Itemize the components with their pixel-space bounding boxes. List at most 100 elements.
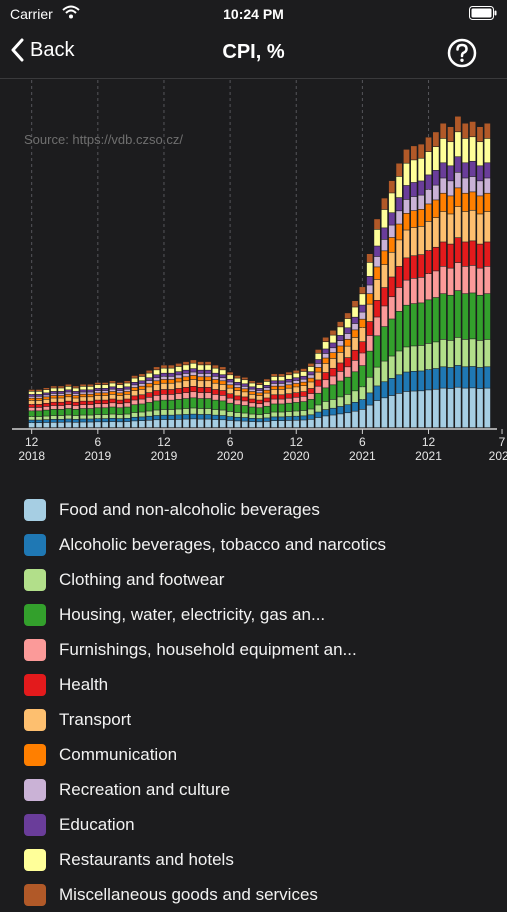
- bar-segment: [359, 409, 366, 428]
- legend-item[interactable]: Education: [24, 807, 494, 842]
- bar-segment: [300, 391, 307, 397]
- bar-segment: [469, 265, 476, 293]
- bar-segment: [219, 415, 226, 420]
- help-icon[interactable]: [447, 38, 477, 68]
- bar-stack: [330, 330, 336, 428]
- legend-item[interactable]: Clothing and footwear: [24, 562, 494, 597]
- bar-segment: [153, 410, 160, 416]
- bar-segment: [190, 419, 197, 428]
- bar-stack: [36, 389, 42, 428]
- bar-segment: [219, 384, 226, 391]
- bar-segment: [425, 189, 432, 204]
- legend-label: Transport: [59, 709, 132, 729]
- bar-segment: [65, 404, 72, 409]
- bar-segment: [433, 217, 439, 247]
- bar-segment: [183, 377, 189, 381]
- bar-segment: [308, 375, 314, 378]
- bar-segment: [484, 367, 491, 388]
- bar-segment: [300, 420, 307, 428]
- bar-segment: [477, 340, 483, 368]
- bar-segment: [58, 415, 64, 420]
- bar-segment: [197, 370, 204, 374]
- bar-segment: [168, 373, 175, 377]
- bar-segment: [234, 382, 241, 385]
- bar-segment: [469, 210, 476, 241]
- bar-segment: [462, 138, 469, 163]
- bar-segment: [300, 376, 307, 379]
- legend-item[interactable]: Recreation and culture: [24, 772, 494, 807]
- x-tick-label-year: 2019: [84, 449, 111, 463]
- bar-segment: [43, 387, 50, 390]
- legend-swatch: [24, 533, 46, 556]
- bar-segment: [374, 300, 380, 317]
- bar-segment: [447, 340, 454, 368]
- legend-item[interactable]: Communication: [24, 737, 494, 772]
- bar-stack: [212, 365, 219, 428]
- legend-item[interactable]: Miscellaneous goods and services: [24, 877, 494, 912]
- bar-segment: [286, 411, 292, 417]
- bar-segment: [234, 412, 241, 417]
- bar-segment: [455, 157, 461, 172]
- bar-segment: [227, 411, 233, 417]
- bar-segment: [190, 360, 197, 363]
- bar-segment: [359, 342, 366, 353]
- bar-segment: [308, 415, 314, 420]
- bar-segment: [256, 418, 263, 422]
- bar-segment: [447, 388, 454, 428]
- legend-item[interactable]: Food and non-alcoholic beverages: [24, 492, 494, 527]
- bar-segment: [102, 390, 109, 393]
- bar-segment: [330, 335, 336, 343]
- bar-segment: [308, 393, 314, 400]
- bar-segment: [36, 407, 42, 411]
- bar-segment: [308, 399, 314, 409]
- bar-segment: [381, 287, 388, 306]
- bar-stack: [263, 379, 270, 428]
- legend-item[interactable]: Housing, water, electricity, gas an...: [24, 597, 494, 632]
- legend-item[interactable]: Health: [24, 667, 494, 702]
- legend-item[interactable]: Restaurants and hotels: [24, 842, 494, 877]
- bar-segment: [271, 386, 278, 390]
- bar-segment: [469, 339, 476, 367]
- bar-segment: [337, 340, 344, 346]
- bar-segment: [293, 411, 300, 416]
- bar-segment: [477, 142, 483, 166]
- bar-segment: [124, 403, 131, 407]
- bar-segment: [286, 372, 292, 375]
- bar-segment: [366, 262, 373, 277]
- bar-segment: [183, 365, 189, 370]
- bar-segment: [433, 146, 439, 171]
- bar-segment: [131, 385, 138, 388]
- legend-item[interactable]: Furnishings, household equipment an...: [24, 632, 494, 667]
- legend-label: Miscellaneous goods and services: [59, 884, 318, 904]
- bar-segment: [344, 328, 351, 334]
- back-button[interactable]: Back: [10, 38, 74, 62]
- legend-item[interactable]: Alcoholic beverages, tobacco and narcoti…: [24, 527, 494, 562]
- bar-segment: [28, 404, 35, 408]
- bar-segment: [72, 405, 79, 410]
- bar-segment: [249, 394, 256, 399]
- legend-label: Food and non-alcoholic beverages: [59, 499, 320, 519]
- bar-segment: [183, 392, 189, 399]
- bar-segment: [374, 386, 380, 401]
- bar-segment: [241, 386, 248, 389]
- bar-segment: [344, 377, 351, 395]
- bar-segment: [440, 294, 447, 340]
- bar-segment: [271, 395, 278, 399]
- bar-segment: [322, 401, 329, 410]
- bar-segment: [418, 209, 425, 227]
- bar-segment: [212, 419, 219, 428]
- source-note: Source: https://vdb.czso.cz/: [24, 132, 183, 147]
- bar-segment: [175, 366, 182, 372]
- bar-segment: [440, 193, 447, 212]
- bar-segment: [36, 398, 42, 401]
- bar-segment: [388, 252, 395, 277]
- bar-segment: [249, 403, 256, 407]
- bar-segment: [43, 393, 50, 395]
- bar-segment: [190, 408, 197, 414]
- bar-segment: [219, 395, 226, 401]
- bar-segment: [263, 379, 270, 382]
- bar-segment: [381, 251, 388, 265]
- chevron-left-icon: [11, 38, 24, 62]
- legend-item[interactable]: Transport: [24, 702, 494, 737]
- bar-segment: [131, 405, 138, 413]
